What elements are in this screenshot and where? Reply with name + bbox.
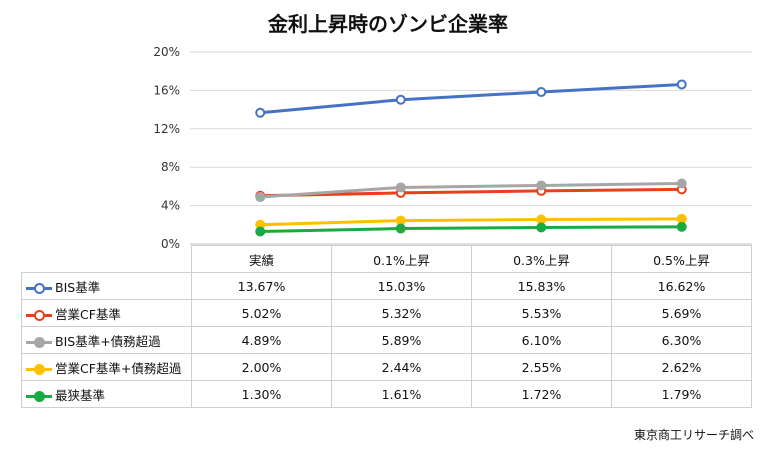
data-point (395, 223, 406, 234)
data-point (395, 94, 406, 105)
series-name: 営業CF基準+債務超過 (55, 360, 182, 376)
data-point (676, 178, 687, 189)
data-label: 1.79% (611, 380, 752, 408)
data-label: 5.89% (331, 326, 472, 354)
legend-key-icon (26, 337, 52, 348)
table-row: BIS基準+債務超過 4.89% 5.89% 6.10% 6.30% (21, 326, 752, 354)
series-name: 営業CF基準 (55, 306, 121, 322)
table-row: BIS基準 13.67% 15.03% 15.83% 16.62% (21, 272, 752, 300)
y-tick-label: 4% (161, 199, 180, 213)
legend-key-icon (26, 364, 52, 375)
series-name: BIS基準+債務超過 (55, 333, 161, 349)
series-name: BIS基準 (55, 279, 101, 295)
legend-entry: 営業CF基準 (21, 299, 192, 327)
y-tick-label: 16% (153, 83, 180, 97)
data-label: 5.32% (331, 299, 472, 327)
data-point (676, 213, 687, 224)
data-point (536, 180, 547, 191)
x-tick-label: 実績 (191, 245, 332, 273)
data-label: 6.30% (611, 326, 752, 354)
data-label: 2.55% (471, 353, 612, 381)
data-table: 実績 0.1%上昇 0.3%上昇 0.5%上昇 BIS基準 13.67% 15.03% 15.… (21, 245, 752, 408)
legend-entry: BIS基準+債務超過 (21, 326, 192, 354)
data-label: 5.69% (611, 299, 752, 327)
table-header-row: 実績 0.1%上昇 0.3%上昇 0.5%上昇 (21, 245, 752, 273)
legend-entry: BIS基準 (21, 272, 192, 300)
table-row: 営業CF基準 5.02% 5.32% 5.53% 5.69% (21, 299, 752, 327)
data-point (395, 215, 406, 226)
series-line (260, 82, 682, 115)
data-point (255, 226, 266, 237)
data-point (255, 107, 266, 118)
line-chart: 0%4%8%12%16%20% (153, 45, 752, 250)
series-line (260, 225, 682, 234)
chart-title: 金利上昇時のゾンビ企業率 (268, 12, 508, 36)
series-line (260, 187, 682, 198)
y-tick-label: 8% (161, 160, 180, 174)
x-tick-label: 0.1%上昇 (331, 245, 472, 273)
data-label: 1.30% (191, 380, 332, 408)
data-label: 16.62% (611, 272, 752, 300)
data-label: 6.10% (471, 326, 612, 354)
series-line (260, 217, 682, 227)
data-label: 2.44% (331, 353, 472, 381)
table-row: 最狭基準 1.30% 1.61% 1.72% 1.79% (21, 380, 752, 408)
data-point (536, 87, 547, 98)
data-point (676, 79, 687, 90)
y-tick-label: 12% (153, 122, 180, 136)
legend-entry: 営業CF基準+債務超過 (21, 353, 192, 381)
y-tick-label: 20% (153, 45, 180, 59)
x-tick-label: 0.3%上昇 (471, 245, 612, 273)
legend-key-icon (26, 283, 52, 294)
data-point (395, 182, 406, 193)
data-point (536, 214, 547, 225)
data-point (676, 221, 687, 232)
data-point (536, 222, 547, 233)
data-label: 1.61% (331, 380, 472, 408)
data-point (255, 192, 266, 203)
table-corner (21, 245, 192, 273)
data-label: 4.89% (191, 326, 332, 354)
legend-key-icon (26, 391, 52, 402)
legend-key-icon (26, 310, 52, 321)
data-label: 2.62% (611, 353, 752, 381)
series-name: 最狭基準 (55, 387, 106, 403)
data-label: 5.53% (471, 299, 612, 327)
x-tick-label: 0.5%上昇 (611, 245, 752, 273)
series-line (260, 182, 682, 199)
data-label: 15.03% (331, 272, 472, 300)
legend-entry: 最狭基準 (21, 380, 192, 408)
data-label: 2.00% (191, 353, 332, 381)
data-label: 1.72% (471, 380, 612, 408)
data-label: 13.67% (191, 272, 332, 300)
source-note: 東京商工リサーチ調べ (633, 428, 754, 442)
table-row: 営業CF基準+債務超過 2.00% 2.44% 2.55% 2.62% (21, 353, 752, 381)
data-label: 15.83% (471, 272, 612, 300)
data-label: 5.02% (191, 299, 332, 327)
